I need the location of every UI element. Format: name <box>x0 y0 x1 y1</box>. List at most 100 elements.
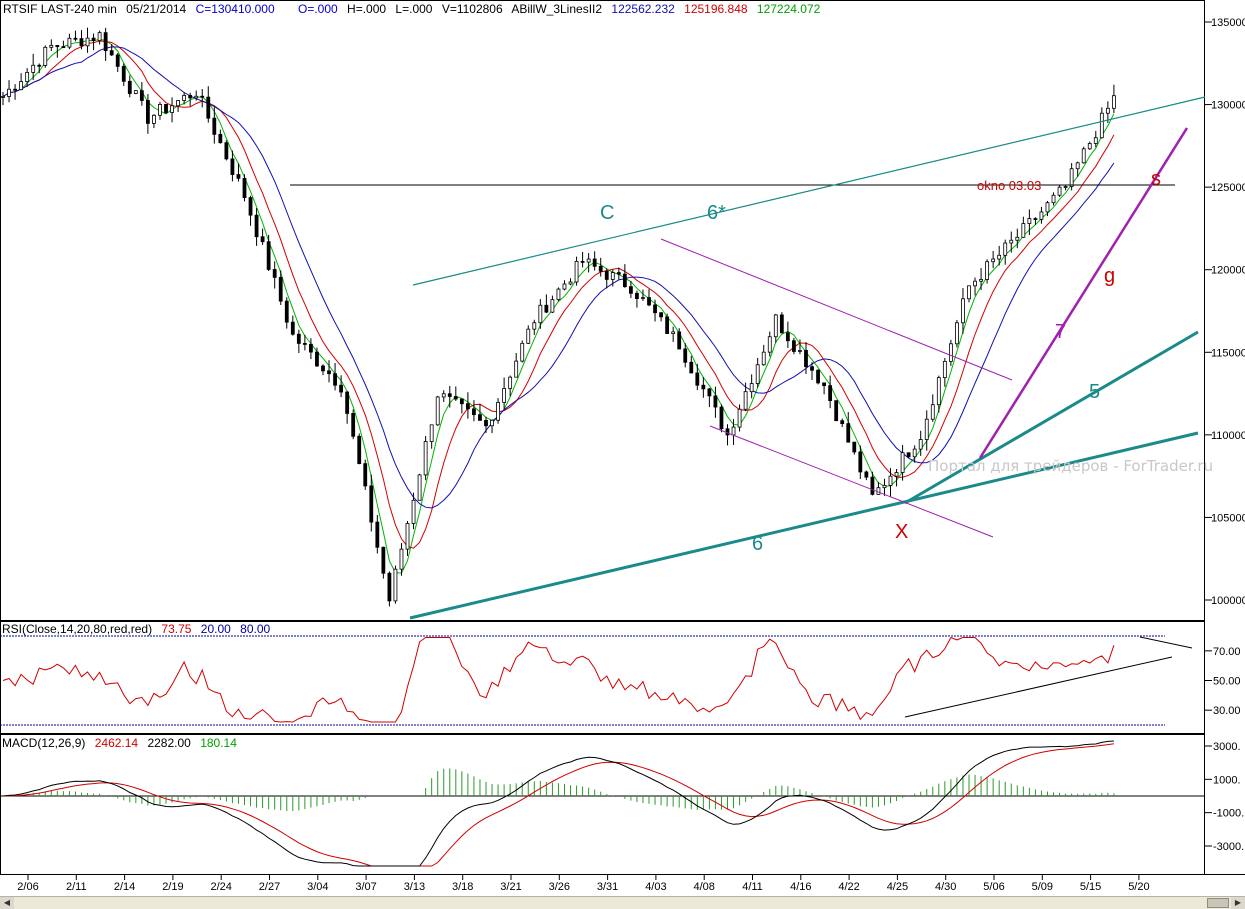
candle-body <box>677 331 682 350</box>
candle-body <box>429 424 434 442</box>
candle-body <box>767 336 772 353</box>
trendline-6 <box>409 431 1199 620</box>
scroll-thumb[interactable] <box>1207 898 1229 908</box>
rsi-axis: 30.00 50.00 70.00 <box>1205 646 1241 717</box>
candle-body <box>846 423 851 443</box>
candle-body <box>1099 112 1104 139</box>
price-axis: 100000 105000 110000 115000 120000 125000 1300… <box>1205 17 1245 607</box>
line-7-label: 7 <box>1055 321 1066 343</box>
price-tick-label: 130000 <box>1211 100 1245 112</box>
candle-body <box>115 54 120 67</box>
x-tick-label: 2/11 <box>66 881 87 893</box>
candle-body <box>152 114 156 124</box>
candle-body <box>369 485 374 523</box>
candle-body <box>912 448 917 458</box>
candle-body <box>224 142 229 160</box>
x-tick-label: 4/30 <box>935 881 956 893</box>
candle-body <box>351 413 356 437</box>
candle-body <box>387 572 392 602</box>
candle-body <box>441 393 446 398</box>
ma-green-line <box>2 38 1115 574</box>
header-low: L=.000 <box>395 2 432 16</box>
trendline-7 <box>978 127 1189 459</box>
candle-body <box>176 100 180 107</box>
candle-body <box>526 328 531 344</box>
candle-body <box>1015 236 1020 241</box>
candle-body <box>985 261 990 280</box>
candle-body <box>61 46 66 49</box>
candle-body <box>206 96 211 119</box>
x-tick-label: 3/31 <box>597 881 618 893</box>
candle-body <box>822 382 826 387</box>
x-tick-label: 4/03 <box>645 881 666 893</box>
candle-body <box>121 65 126 82</box>
candle-body <box>979 279 983 282</box>
x-axis: 2/06 2/11 2/14 2/19 2/24 2/27 3/04 3/07 3/13 3/18… <box>17 874 1150 893</box>
candle-body <box>254 214 259 238</box>
candle-body <box>194 95 199 99</box>
line-6star-label: 6* <box>707 202 726 224</box>
candle-body <box>544 304 549 313</box>
scroll-left-arrow-icon[interactable]: ◀ <box>0 897 14 909</box>
header-indicator: ABillW_3LinesII2 <box>511 2 602 16</box>
candle-body <box>894 472 899 477</box>
horizontal-scrollbar[interactable]: ◀ ▶ <box>0 896 1245 909</box>
candle-body <box>266 241 271 270</box>
candle-body <box>164 104 168 113</box>
candle-body <box>97 32 102 41</box>
candle-body <box>948 343 953 362</box>
candle-body <box>502 388 507 403</box>
candle-body <box>327 370 331 375</box>
candle-body <box>435 396 440 426</box>
candle-body <box>478 414 482 421</box>
candle-body <box>532 322 537 330</box>
candle-body <box>695 372 700 386</box>
candle-body <box>411 499 416 524</box>
header-volume: V=1102806 <box>442 2 503 16</box>
candle-body <box>315 351 319 367</box>
candle-body <box>556 288 561 301</box>
candle-body <box>997 254 1002 260</box>
candle-body <box>731 426 736 436</box>
x-tick-label: 3/07 <box>355 881 376 893</box>
candle-body <box>725 428 730 436</box>
candle-body <box>1051 194 1056 204</box>
candle-body <box>580 260 585 263</box>
rsi-tick-label: 50.00 <box>1213 676 1241 688</box>
header-line2: 125196.848 <box>684 2 748 16</box>
candle-body <box>671 331 676 334</box>
candle-body <box>405 523 410 550</box>
candle-body <box>1021 223 1026 238</box>
rsi-trendline-top <box>1139 636 1193 649</box>
price-tick-label: 105000 <box>1211 512 1245 524</box>
x-tick-label: 4/16 <box>790 881 811 893</box>
candle-body <box>635 292 639 299</box>
candle-body <box>272 269 277 278</box>
candle-body <box>707 388 712 397</box>
candle-body <box>248 197 253 216</box>
candle-body <box>610 272 615 280</box>
candle-body <box>417 474 422 501</box>
candle-body <box>133 90 138 94</box>
header-close: C=130410.000 <box>196 2 275 16</box>
line-5-label: 5 <box>1089 381 1100 403</box>
x-tick-label: 2/06 <box>17 881 38 893</box>
price-tick-label: 135000 <box>1211 17 1245 29</box>
wave-g-label: g <box>1104 265 1115 287</box>
candle-body <box>918 439 923 450</box>
candle-body <box>828 385 833 402</box>
candle-body <box>906 452 911 458</box>
macd-main-line <box>2 740 1114 867</box>
rsi-low-level: 20.00 <box>201 622 231 636</box>
candle-body <box>840 420 845 425</box>
header-symbol: RTSIF LAST-240 min <box>3 2 117 16</box>
candle-body <box>85 37 90 47</box>
candle-body <box>961 298 965 324</box>
candle-body <box>653 304 657 314</box>
candle-body <box>453 396 458 400</box>
rsi-tick-label: 30.00 <box>1213 705 1241 717</box>
candle-body <box>73 37 78 40</box>
scroll-right-arrow-icon[interactable]: ▶ <box>1231 897 1245 909</box>
candle-body <box>7 88 11 97</box>
macd-tick-label: -1000. <box>1213 808 1244 820</box>
